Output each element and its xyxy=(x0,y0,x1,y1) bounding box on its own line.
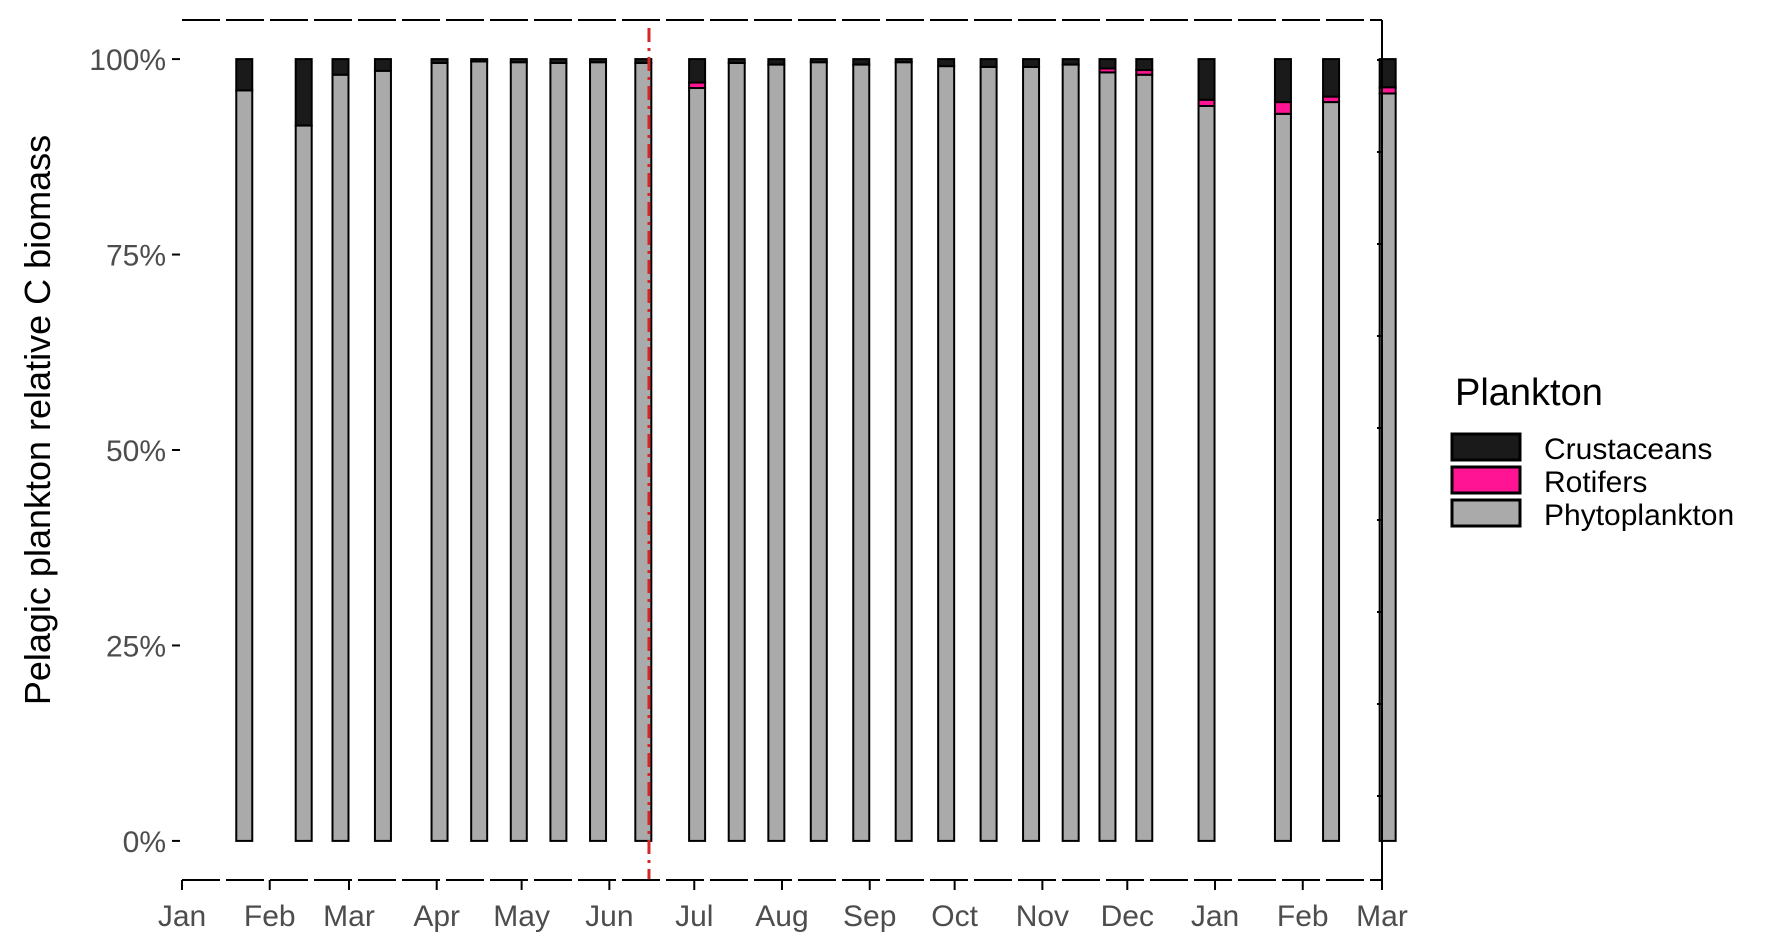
legend-label-crustaceans: Crustaceans xyxy=(1544,433,1712,466)
bar-crustaceans xyxy=(235,58,254,92)
x-tick-label: Jan xyxy=(158,900,206,933)
x-tick-label: Jun xyxy=(585,900,633,933)
bar-crustaceans xyxy=(767,58,786,66)
bar-crustaceans xyxy=(373,58,392,72)
y-tick-label: 100% xyxy=(89,44,166,77)
y-axis-label: Pelagic plankton relative C biomass xyxy=(17,135,58,705)
x-tick-label: Oct xyxy=(931,900,978,933)
plot-area xyxy=(235,28,1397,880)
bar-phytoplankton xyxy=(1322,101,1341,842)
bar-crustaceans xyxy=(1135,58,1154,72)
legend-title: Plankton xyxy=(1455,372,1603,414)
x-tick-label: Sep xyxy=(843,900,896,933)
x-tick-label: Aug xyxy=(755,900,808,933)
bar-crustaceans xyxy=(1197,58,1216,101)
bar-phytoplankton xyxy=(549,62,568,842)
bar-crustaceans xyxy=(852,58,871,66)
bar-phytoplankton xyxy=(1135,73,1154,842)
bar-phytoplankton xyxy=(937,65,956,842)
legend-key-rotifers xyxy=(1450,465,1522,495)
bar-phytoplankton xyxy=(235,89,254,842)
legend-key-phytoplankton xyxy=(1450,498,1522,528)
bar-crustaceans xyxy=(549,58,568,64)
bar-crustaceans xyxy=(809,58,828,64)
bar-crustaceans xyxy=(509,58,528,64)
bar-crustaceans xyxy=(1273,58,1292,104)
legend-label-phytoplankton: Phytoplankton xyxy=(1544,499,1734,532)
bar-phytoplankton xyxy=(589,61,608,842)
x-tick-label: Jul xyxy=(675,900,713,933)
bar-crustaceans xyxy=(430,58,449,64)
bar-phytoplankton xyxy=(979,65,998,842)
bar-phytoplankton xyxy=(852,63,871,842)
bar-crustaceans xyxy=(937,58,956,68)
bar-phytoplankton xyxy=(1098,71,1117,842)
bar-phytoplankton xyxy=(767,63,786,842)
bar-crustaceans xyxy=(1061,58,1080,66)
x-tick-label: Mar xyxy=(323,900,375,933)
bar-phytoplankton xyxy=(509,61,528,842)
bar-phytoplankton xyxy=(688,87,707,842)
x-tick-label: Dec xyxy=(1101,900,1154,933)
x-tick-label: Feb xyxy=(244,900,296,933)
axes: 0% 25% 50% 75% 100% Jan Feb Mar Apr May Jun Jul Aug S… xyxy=(89,19,1408,933)
bar-crustaceans xyxy=(294,58,313,127)
bar-phytoplankton xyxy=(470,60,489,842)
bar-phytoplankton xyxy=(373,69,392,842)
bar-crustaceans xyxy=(1322,58,1341,98)
y-tick-label: 50% xyxy=(106,435,166,468)
legend: Plankton CrustaceansRotifersPhytoplankto… xyxy=(1450,372,1734,532)
bar-phytoplankton xyxy=(894,61,913,842)
y-tick-label: 25% xyxy=(106,630,166,663)
x-tick-label: May xyxy=(493,900,550,933)
legend-key-crustaceans xyxy=(1450,432,1522,462)
bar-phytoplankton xyxy=(331,73,350,842)
bar-crustaceans xyxy=(1022,58,1041,68)
bar-crustaceans xyxy=(331,58,350,76)
bar-crustaceans xyxy=(727,58,746,64)
bar-phytoplankton xyxy=(1197,105,1216,842)
y-tick-label: 75% xyxy=(106,240,166,273)
bar-crustaceans xyxy=(470,58,489,63)
bar-phytoplankton xyxy=(1061,63,1080,842)
bar-phytoplankton xyxy=(727,62,746,842)
bar-phytoplankton xyxy=(1273,112,1292,842)
x-tick-label: Mar xyxy=(1356,900,1408,933)
legend-label-rotifers: Rotifers xyxy=(1544,466,1647,499)
bar-phytoplankton xyxy=(809,61,828,842)
bar-crustaceans xyxy=(1378,58,1397,89)
bar-phytoplankton xyxy=(294,124,313,842)
x-tick-label: Apr xyxy=(413,900,460,933)
bar-crustaceans xyxy=(688,58,707,84)
bar-crustaceans xyxy=(979,58,998,68)
bar-phytoplankton xyxy=(430,62,449,842)
y-tick-label: 0% xyxy=(123,826,166,859)
bar-crustaceans xyxy=(1098,58,1117,70)
bar-crustaceans xyxy=(589,58,608,64)
x-tick-label: Jan xyxy=(1191,900,1239,933)
x-tick-label: Nov xyxy=(1016,900,1069,933)
bar-crustaceans xyxy=(634,58,653,64)
bar-rotifers xyxy=(1273,101,1292,115)
x-tick-label: Feb xyxy=(1277,900,1329,933)
bar-crustaceans xyxy=(894,58,913,64)
bar-phytoplankton xyxy=(1022,65,1041,842)
